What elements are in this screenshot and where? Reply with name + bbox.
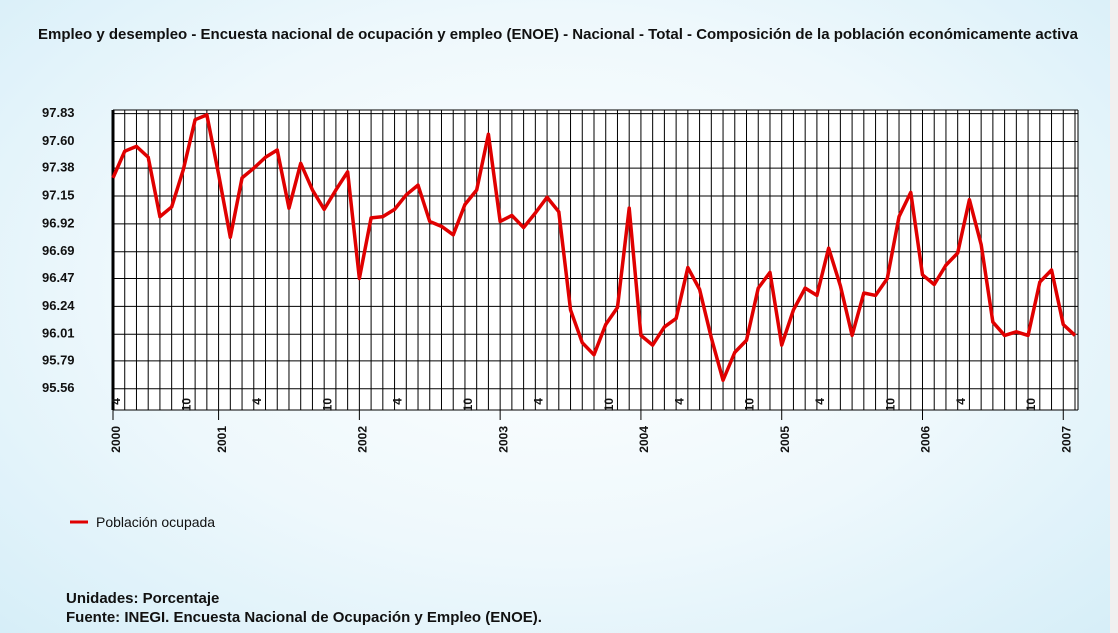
x-tick-label: 4	[532, 398, 546, 405]
y-tick-label: 97.60	[42, 133, 75, 148]
series-line	[111, 113, 1077, 382]
chart-title: Empleo y desempleo - Encuesta nacional d…	[38, 26, 1078, 43]
x-tick-label: 4	[391, 398, 405, 405]
x-tick-label: 4	[954, 398, 968, 405]
source-note: Fuente: INEGI. Encuesta Nacional de Ocup…	[66, 609, 542, 626]
x-tick-label: 4	[250, 398, 264, 405]
x-tick-label: 10	[883, 398, 897, 412]
x-tick-label: 4	[672, 398, 686, 405]
x-tick-label: 10	[180, 398, 194, 412]
year-label: 2006	[919, 426, 933, 453]
year-label: 2004	[637, 426, 651, 453]
y-tick-label: 95.56	[42, 380, 75, 395]
y-tick-label: 97.83	[42, 105, 75, 120]
legend-label: Población ocupada	[96, 514, 215, 530]
year-label: 2000	[109, 426, 123, 453]
y-tick-label: 97.38	[42, 160, 75, 175]
x-tick-label: 4	[813, 398, 827, 405]
year-label: 2003	[496, 426, 510, 453]
x-tick-label: 10	[743, 398, 757, 412]
y-tick-label: 96.01	[42, 326, 75, 341]
x-tick-label: 10	[602, 398, 616, 412]
x-tick-label: 4	[109, 398, 123, 405]
y-tick-label: 96.24	[42, 298, 75, 313]
plot-area	[113, 110, 1078, 410]
x-tick-label: 10	[1024, 398, 1038, 412]
year-label: 2001	[215, 426, 229, 453]
x-tick-label: 10	[461, 398, 475, 412]
units-note: Unidades: Porcentaje	[66, 590, 220, 607]
year-label: 2007	[1059, 426, 1073, 453]
y-tick-label: 97.15	[42, 187, 75, 202]
y-tick-label: 96.47	[42, 270, 75, 285]
year-label: 2005	[778, 426, 792, 453]
y-tick-label: 96.69	[42, 243, 75, 258]
y-tick-label: 96.92	[42, 215, 75, 230]
year-label: 2002	[356, 426, 370, 453]
x-tick-label: 10	[320, 398, 334, 412]
y-tick-label: 95.79	[42, 352, 75, 367]
